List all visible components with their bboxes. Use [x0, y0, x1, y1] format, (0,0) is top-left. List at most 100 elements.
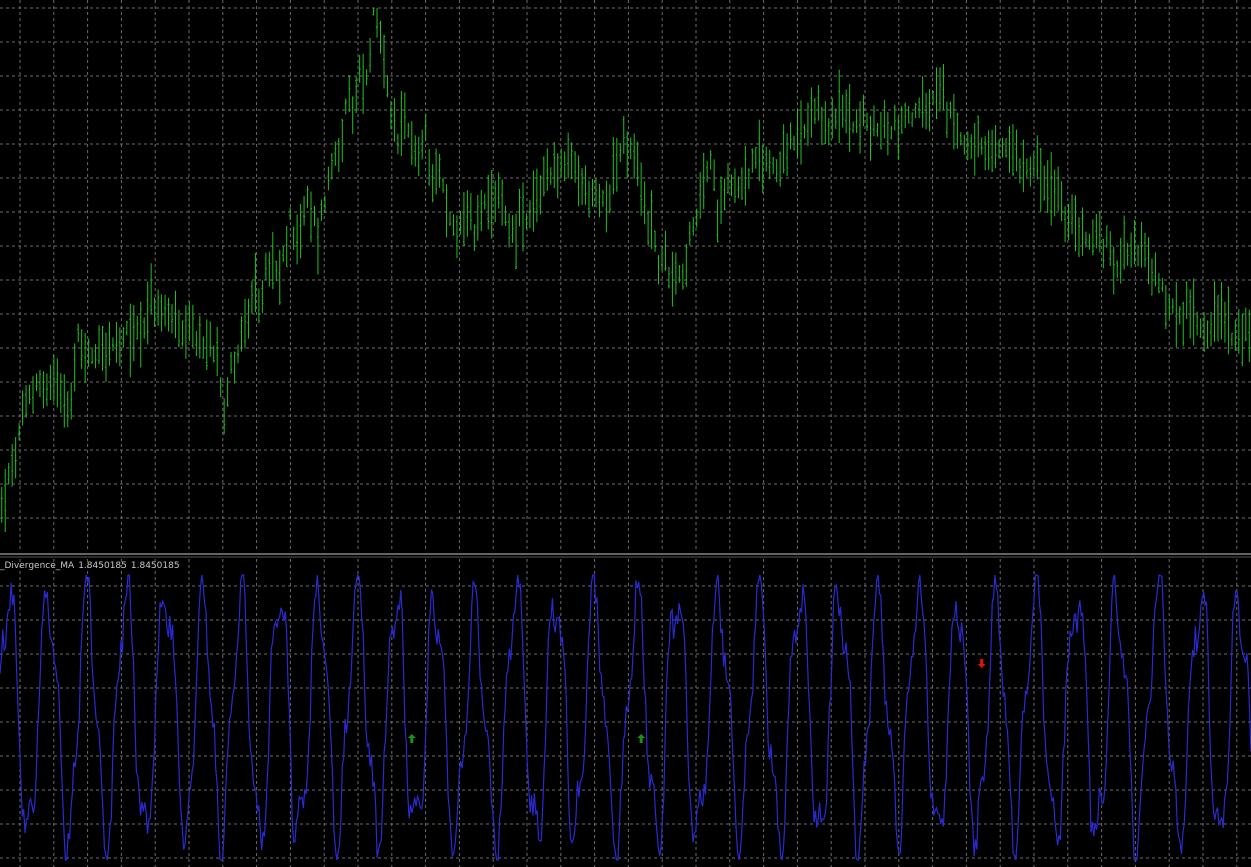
price-bar [758, 119, 761, 182]
price-bar [866, 112, 869, 131]
price-bar [827, 118, 830, 146]
price-bar [365, 69, 368, 86]
price-bar [1133, 220, 1136, 265]
price-bar [1112, 246, 1115, 295]
price-bar [487, 174, 490, 230]
price-bar [945, 101, 948, 138]
price-bar [125, 320, 128, 336]
price-bar [907, 106, 910, 124]
price-bar [14, 437, 17, 479]
price-bar [191, 304, 194, 348]
price-bar [1175, 281, 1178, 348]
price-bar [171, 304, 174, 334]
price-bar [1157, 273, 1160, 294]
price-bar [334, 141, 337, 166]
price-bar [532, 170, 535, 232]
price-bar [1241, 313, 1244, 367]
price-bar [591, 178, 594, 207]
price-bar [817, 85, 820, 121]
price-bar [654, 230, 657, 252]
price-bar [1161, 277, 1164, 292]
price-bar [1144, 232, 1147, 268]
price-bar [174, 290, 177, 339]
price-bar [1005, 138, 1008, 158]
price-bar [45, 373, 48, 407]
price-bar [1025, 158, 1028, 178]
price-bar [230, 351, 233, 374]
price-bar [581, 168, 584, 206]
price-bar [18, 423, 21, 441]
price-bar [727, 163, 730, 194]
price-bar [872, 105, 875, 137]
price-bar [970, 134, 973, 160]
price-bar [1064, 206, 1067, 243]
price-bar [389, 100, 392, 130]
price-bar [508, 213, 511, 248]
price-bar [521, 182, 524, 252]
price-bar [848, 84, 851, 152]
price-bar [1043, 165, 1046, 201]
price-bar [233, 351, 236, 384]
price-bar [268, 251, 271, 287]
price-bar [598, 183, 601, 218]
price-bar [511, 215, 514, 243]
buy-arrow-icon [407, 734, 416, 743]
price-bar [1018, 158, 1021, 184]
price-bar [299, 203, 302, 259]
price-bar [445, 184, 448, 238]
price-bar [1039, 148, 1042, 212]
price-bar [1050, 152, 1053, 226]
price-bar [1140, 221, 1143, 268]
indicator-value-1: 1.8450185 [78, 561, 127, 571]
price-bar [28, 384, 31, 405]
price-bar [813, 98, 816, 125]
price-bar [716, 199, 719, 243]
price-bar [570, 142, 573, 180]
price-bar [431, 164, 434, 203]
price-bar [80, 329, 83, 369]
price-bar [786, 133, 789, 177]
price-bar [987, 130, 990, 170]
price-bar [640, 162, 643, 216]
price-bar [713, 159, 716, 191]
price-bar [212, 345, 215, 363]
price-bar [177, 309, 180, 348]
price-bar [1126, 242, 1129, 266]
price-bar [1227, 286, 1230, 355]
price-bar [473, 224, 476, 252]
price-bar [1001, 137, 1004, 158]
price-bar [111, 337, 114, 351]
price-bar [761, 145, 764, 194]
price-bar [1216, 295, 1219, 342]
price-bar [153, 297, 156, 327]
price-bar [952, 93, 955, 150]
indicator-name: _Divergence_MA [0, 561, 75, 571]
price-bar [316, 217, 319, 275]
price-bar [66, 391, 69, 428]
price-bar [1077, 217, 1080, 258]
price-bar [219, 377, 222, 398]
price-bar [261, 280, 264, 314]
price-bar [417, 136, 420, 177]
price-bar [897, 116, 900, 161]
price-bar [167, 297, 170, 332]
price-bar [768, 150, 771, 179]
price-bar [1150, 258, 1153, 296]
price-bar [1164, 285, 1167, 330]
price-bar [400, 90, 403, 156]
price-bar [1060, 181, 1063, 221]
price-bar [1185, 281, 1188, 319]
price-bar [98, 325, 101, 365]
oscillator-line [0, 573, 1251, 861]
buy-arrow-icon [637, 734, 646, 743]
price-bar [1154, 252, 1157, 287]
price-bar [455, 215, 458, 259]
price-bar [1213, 281, 1216, 342]
price-bar [466, 190, 469, 237]
price-bar [692, 217, 695, 236]
price-bar [146, 281, 149, 345]
price-bar [198, 315, 201, 359]
price-bar [139, 301, 142, 368]
